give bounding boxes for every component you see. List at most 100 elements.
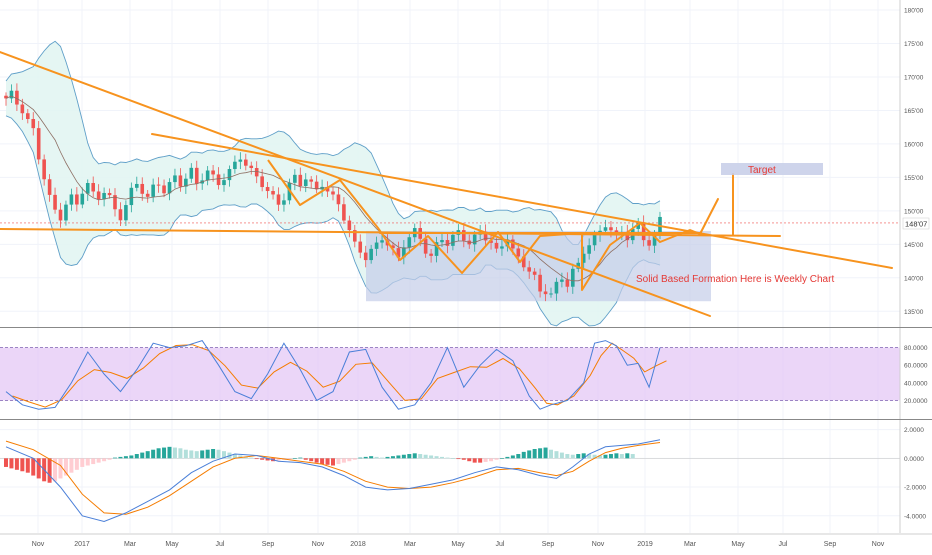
macd-histogram-bar xyxy=(543,447,548,459)
macd-histogram-bar xyxy=(134,454,139,459)
target-annotation: Target xyxy=(748,165,776,176)
macd-histogram-bar xyxy=(53,458,58,482)
candle-body xyxy=(96,191,101,200)
price-tick-label: 155'00 xyxy=(904,175,924,182)
macd-histogram-bar xyxy=(145,451,150,459)
macd-histogram-bar xyxy=(260,458,265,460)
macd-histogram-bar xyxy=(412,453,417,459)
candle-body xyxy=(571,268,575,287)
macd-histogram-bar xyxy=(276,458,281,461)
x-tick-label: Mar xyxy=(684,541,697,548)
stoch-tick-label: 20.0000 xyxy=(904,398,928,405)
axes xyxy=(0,0,932,535)
macd-histogram-bar xyxy=(429,455,434,459)
macd-histogram-bar xyxy=(265,458,270,461)
macd-histogram-bar xyxy=(407,454,412,459)
macd-histogram-bar xyxy=(461,458,466,460)
candle-body xyxy=(140,183,145,194)
candle-body xyxy=(227,169,232,181)
candle-body xyxy=(102,192,106,200)
macd-histogram-bar xyxy=(472,458,477,463)
candlesticks xyxy=(4,83,662,302)
macd-histogram-bar xyxy=(254,458,259,460)
candle-body xyxy=(500,246,504,249)
macd-histogram-bar xyxy=(369,456,374,459)
stoch-tick-label: 60.0000 xyxy=(904,363,928,370)
macd-histogram-bar xyxy=(374,456,379,459)
candle-body xyxy=(636,222,640,229)
macd-histogram-bar xyxy=(625,453,630,459)
trendline-major-down xyxy=(0,51,711,317)
macd-histogram-bar xyxy=(576,454,581,459)
macd-histogram-bar xyxy=(614,453,619,459)
macd-histogram-bar xyxy=(423,454,428,459)
macd-histogram-bar xyxy=(183,449,188,459)
moving-average-line xyxy=(5,95,661,282)
candle-body xyxy=(271,191,275,195)
x-tick-label: Nov xyxy=(872,541,885,548)
candle-body xyxy=(26,113,30,120)
macd-histogram-bar xyxy=(581,453,586,459)
candle-body xyxy=(42,159,46,180)
candle-body xyxy=(587,245,591,254)
macd-histogram-bar xyxy=(63,458,68,476)
macd-histogram-bar xyxy=(396,455,401,459)
price-tick-label: 180'00 xyxy=(904,8,924,15)
macd-histogram-bar xyxy=(499,458,504,459)
macd-tick-label: -4.0000 xyxy=(904,513,926,520)
macd-histogram-bar xyxy=(538,448,543,459)
candle-body xyxy=(151,184,155,197)
candle-body xyxy=(194,167,199,184)
macd-histogram-bar xyxy=(9,458,14,469)
macd-histogram-bar xyxy=(178,448,183,459)
macd-tick-label: 0.0000 xyxy=(904,456,924,463)
tick-labels: Nov 2017 Mar May Jul Sep Nov 2018 Mar May Jul Sep No… xyxy=(32,8,928,548)
candle-body xyxy=(135,183,139,188)
candle-body xyxy=(85,183,90,194)
macd-histogram-bar xyxy=(592,454,597,459)
macd-line xyxy=(5,439,661,523)
macd-histogram-bar xyxy=(140,452,145,459)
macd-histogram-bar xyxy=(287,458,292,460)
candle-body xyxy=(58,209,63,221)
macd-histogram-bar xyxy=(570,454,575,459)
macd-histogram-bar xyxy=(167,446,172,459)
macd-histogram-bar xyxy=(91,458,96,465)
macd-histogram-bar xyxy=(331,458,335,466)
macd-histogram-bar xyxy=(31,458,36,476)
macd-histogram-bar xyxy=(4,458,8,467)
macd-histogram-bar xyxy=(483,458,488,462)
macd-histogram-bar xyxy=(456,458,461,460)
candle-body xyxy=(249,165,254,169)
macd-tick-label: -2.0000 xyxy=(904,485,926,492)
macd-histogram-bar xyxy=(20,458,25,472)
macd-histogram-bar xyxy=(69,458,74,473)
zigzag-pattern-1 xyxy=(267,159,583,274)
candle-body xyxy=(216,174,221,186)
stoch-k-line xyxy=(5,340,661,410)
macd-histogram-bar xyxy=(25,458,30,473)
macd-histogram-bar xyxy=(118,456,123,459)
candle-body xyxy=(331,191,335,195)
candle-body xyxy=(36,128,41,160)
candle-body xyxy=(265,187,270,192)
macd-histogram-bar xyxy=(478,458,483,463)
x-tick-label: Jul xyxy=(216,541,225,548)
candle-body xyxy=(238,159,243,162)
macd-histogram-bar xyxy=(298,457,303,459)
macd-histogram-bar xyxy=(14,458,19,470)
breakout-line xyxy=(699,198,719,235)
x-tick-label: Jul xyxy=(779,541,788,548)
candle-body xyxy=(560,279,564,282)
macd-histogram-bar xyxy=(401,454,406,459)
candle-body xyxy=(342,204,346,221)
candle-body xyxy=(75,194,79,205)
candle-body xyxy=(129,187,134,206)
candle-body xyxy=(64,204,68,221)
candle-body xyxy=(391,245,395,249)
candle-body xyxy=(407,237,412,248)
macd-histogram-bar xyxy=(96,458,101,463)
macd-histogram-bar xyxy=(216,449,221,459)
macd-histogram-bar xyxy=(467,458,472,462)
